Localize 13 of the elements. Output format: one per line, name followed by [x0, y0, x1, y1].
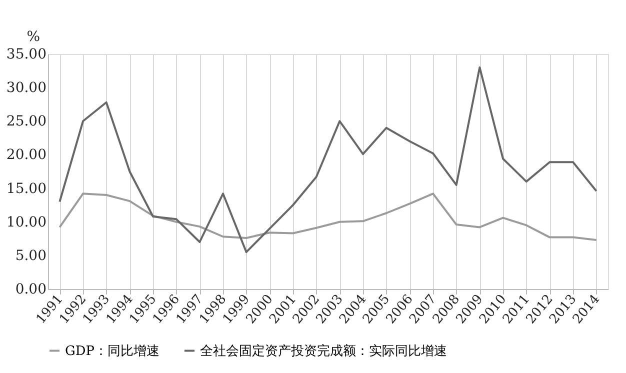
- y-tick-label: 30.00: [6, 80, 46, 96]
- y-tick-label: 25.00: [6, 114, 46, 130]
- y-tick-label: 35.00: [6, 46, 46, 62]
- y-axis-title: %: [26, 29, 40, 45]
- y-tick-label: 15.00: [6, 180, 46, 197]
- line-series: [58, 192, 598, 241]
- line-series: [58, 66, 598, 254]
- y-tick-label: 20.00: [6, 147, 46, 164]
- legend-label: GDP：同比增速: [65, 344, 160, 359]
- y-tick-label: 5.00: [15, 248, 46, 264]
- y-tick-label: 0.00: [15, 282, 46, 298]
- y-tick-label: 10.00: [6, 214, 46, 230]
- legend-label: 全社会固定资产投资完成额：实际同比增速: [200, 342, 447, 359]
